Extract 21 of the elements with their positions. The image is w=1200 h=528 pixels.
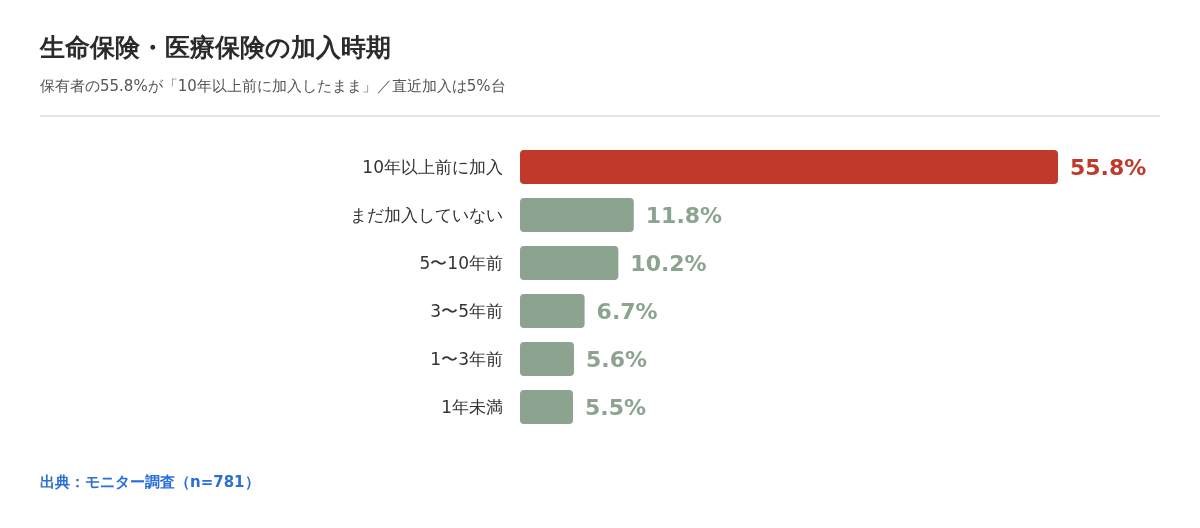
y-tick-label: 3〜5年前 bbox=[430, 301, 503, 322]
source-note: 出典：モニター調査（n=781） bbox=[40, 473, 260, 491]
y-tick-label: 1年未満 bbox=[441, 397, 503, 418]
text: 保有者の55.8%が「10年以上前に加入したまま」／直近加入は5%台 bbox=[40, 77, 506, 95]
bar bbox=[520, 149, 1058, 185]
y-tick-label: 5〜10年前 bbox=[419, 253, 503, 274]
bar bbox=[520, 245, 619, 281]
y-tick-label: 1〜3年前 bbox=[430, 349, 503, 370]
y-tick-label: 10年以上前に加入 bbox=[362, 157, 503, 178]
text: 生命保険・医療保険の加入時期 bbox=[39, 33, 391, 62]
data-label: 5.5% bbox=[585, 394, 647, 420]
data-label: 6.7% bbox=[596, 298, 658, 324]
bar bbox=[520, 293, 585, 329]
data-label: 55.8% bbox=[1070, 154, 1147, 180]
bar bbox=[520, 197, 634, 233]
data-label: 11.8% bbox=[645, 202, 723, 228]
data-label: 5.6% bbox=[585, 346, 648, 372]
bar bbox=[520, 389, 574, 425]
data-label: 10.2% bbox=[630, 250, 707, 276]
y-tick-label: まだ加入していない bbox=[350, 205, 503, 226]
bar bbox=[520, 341, 574, 377]
